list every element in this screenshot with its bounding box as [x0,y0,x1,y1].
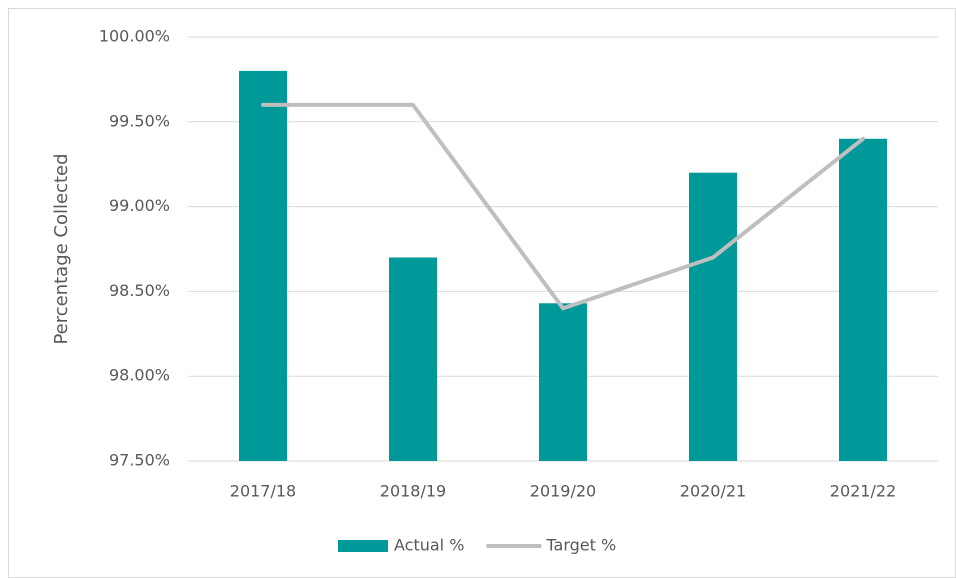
legend-label: Target % [545,536,616,555]
x-tick-label: 2018/19 [380,482,446,501]
x-tick-label: 2020/21 [680,482,746,501]
bar [539,303,587,461]
bar [389,257,437,461]
x-tick-label: 2021/22 [830,482,896,501]
y-tick-label: 99.50% [109,111,170,130]
y-tick-label: 99.00% [109,196,170,215]
x-tick-label: 2019/20 [530,482,596,501]
legend-swatch [338,540,388,552]
bar [689,172,737,461]
y-tick-label: 98.00% [109,366,170,385]
bar [239,70,287,462]
y-tick-label: 98.50% [109,281,170,300]
x-tick-label: 2017/18 [230,482,296,501]
bar [839,138,887,461]
y-axis-label: Percentage Collected [51,153,72,344]
y-tick-label: 100.00% [99,27,170,46]
legend-label: Actual % [394,536,464,555]
line [261,102,865,311]
y-tick-label: 97.50% [109,451,170,470]
chart-border [8,8,956,578]
